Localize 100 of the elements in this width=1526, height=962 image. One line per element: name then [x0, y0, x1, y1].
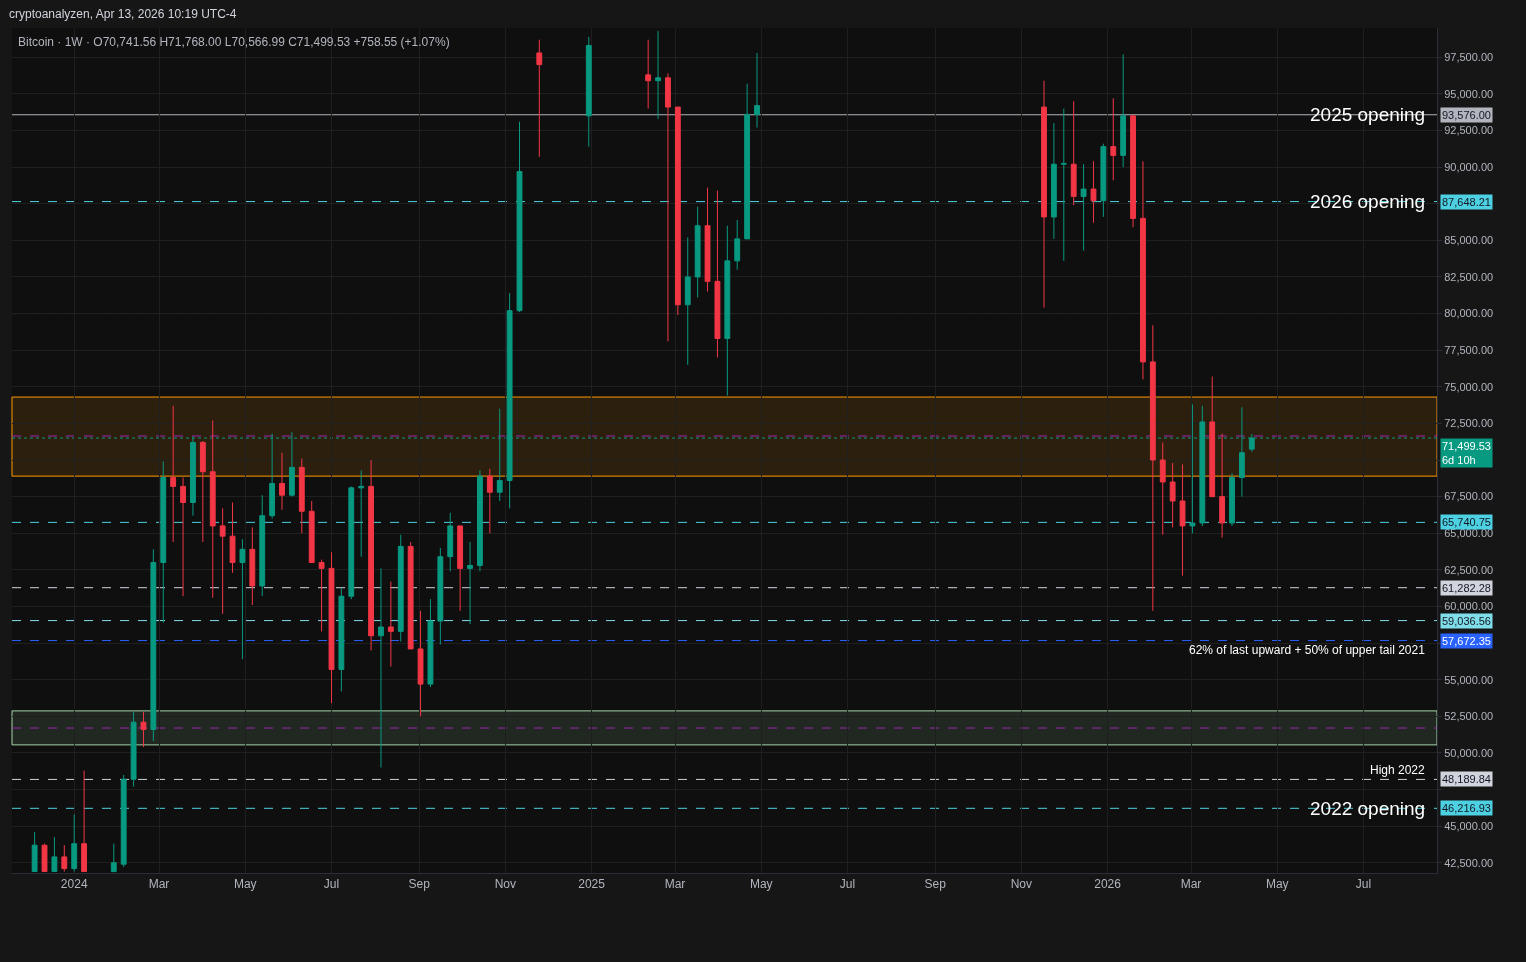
candlestick	[1219, 433, 1226, 539]
y-tick-label: 65,000.00	[1444, 527, 1494, 540]
candlestick	[457, 525, 464, 612]
candlestick	[1110, 97, 1117, 181]
x-tick-label: Sep	[924, 877, 947, 892]
candlestick	[724, 225, 731, 397]
candlestick	[655, 30, 661, 120]
x-tick-label: Mar	[664, 877, 686, 892]
y-tick-label: 50,000.00	[1444, 746, 1494, 759]
candlestick	[1050, 122, 1057, 240]
candlestick	[447, 512, 454, 572]
candlestick	[645, 39, 652, 110]
annotation: High 2022	[1370, 763, 1426, 777]
x-tick-label: Nov	[494, 877, 517, 892]
ref-line-label: 59,036.56	[1442, 615, 1491, 627]
candlestick	[229, 501, 236, 574]
x-tick-label: May	[233, 877, 257, 892]
x-tick-label: Nov	[1010, 877, 1033, 892]
candlestick	[684, 236, 691, 366]
y-tick-label: 97,500.00	[1444, 51, 1494, 64]
candlestick	[51, 836, 58, 873]
text: Bitcoin · 1W · O70,741.56 H71,768.00 L70,566.99 C71,499.53 +758.55 (+1.07%)	[18, 35, 450, 50]
candlestick	[1130, 115, 1136, 228]
candlestick	[1090, 160, 1097, 224]
y-tick-label: 42,500.00	[1444, 856, 1494, 869]
candlestick	[704, 187, 711, 293]
candlestick	[1120, 53, 1127, 168]
ref-line-label: 65,740.75	[1442, 516, 1491, 528]
chart-subtitle: cryptoanalyzen, Apr 13, 2026 10:19 UTC-4	[9, 7, 237, 21]
ref-line-label: 61,282.28	[1442, 582, 1491, 594]
candlestick	[31, 831, 38, 873]
candlestick	[1149, 324, 1156, 612]
candlestick	[407, 541, 414, 650]
candlestick	[417, 610, 424, 717]
y-tick-label: 62,500.00	[1444, 563, 1494, 576]
candlestick	[130, 711, 137, 788]
candlestick	[358, 469, 365, 558]
candlestick	[348, 485, 355, 600]
candlestick	[754, 52, 760, 129]
x-tick-label: 2025	[578, 877, 606, 892]
candlestick	[486, 468, 493, 534]
y-tick-label: 60,000.00	[1444, 600, 1494, 613]
candlestick	[1209, 376, 1216, 498]
candlestick	[734, 219, 741, 271]
annotation: 2022 opening	[1310, 798, 1426, 819]
candlestick	[368, 459, 374, 651]
y-tick-label: 55,000.00	[1444, 673, 1494, 686]
x-tick-label: Sep	[408, 877, 431, 892]
y-tick-label: 45,000.00	[1444, 819, 1494, 832]
y-tick-label: 92,500.00	[1444, 124, 1494, 137]
candlestick	[437, 547, 444, 646]
ref-line-label: 48,189.84	[1442, 773, 1491, 785]
ref-line-label: 57,672.35	[1442, 635, 1491, 647]
candlestick	[1100, 143, 1107, 218]
candlestick	[120, 774, 127, 868]
x-tick-label: Mar	[1180, 877, 1202, 892]
x-tick-label: Jul	[323, 877, 340, 892]
candlestick	[150, 548, 157, 742]
candlestick	[219, 507, 226, 615]
candlestick	[209, 419, 216, 599]
candlestick	[427, 598, 434, 688]
x-tick-label: 2026	[1094, 877, 1122, 892]
candlestick	[180, 477, 186, 597]
candlestick	[328, 551, 335, 704]
candlestick	[140, 711, 147, 748]
candlestick	[744, 83, 751, 240]
candlestick	[199, 440, 206, 543]
candlestick	[1140, 160, 1146, 380]
y-tick-label: 95,000.00	[1444, 87, 1494, 100]
candlestick	[378, 567, 384, 769]
x-tick-label: Jul	[839, 877, 856, 892]
candlestick	[308, 500, 315, 564]
x-tick-label: Jul	[1355, 877, 1372, 892]
y-tick-label: 75,000.00	[1444, 380, 1494, 393]
candlestick	[674, 106, 681, 316]
annotation: 2025 opening	[1310, 104, 1426, 125]
candlestick	[338, 586, 345, 692]
candlestick	[259, 494, 266, 597]
candlestick	[467, 541, 473, 625]
candlestick	[160, 460, 167, 624]
y-tick-label: 82,500.00	[1444, 270, 1494, 283]
candlestick	[1169, 462, 1176, 528]
y-tick-label: 80,000.00	[1444, 307, 1494, 320]
candlestick	[536, 39, 543, 158]
annotation: 2026 opening	[1310, 191, 1426, 212]
x-tick-label: May	[1265, 877, 1289, 892]
candlestick	[585, 36, 592, 148]
ref-line-label: 87,648.21	[1442, 196, 1491, 208]
candlestick	[298, 458, 305, 534]
candlestick	[714, 190, 721, 359]
ref-line-label: 46,216.93	[1442, 802, 1491, 814]
candlestick	[1070, 100, 1077, 206]
candlestick	[1080, 163, 1087, 252]
y-tick-label: 52,500.00	[1444, 710, 1494, 723]
candlestick	[279, 452, 285, 511]
candlestick	[516, 121, 523, 313]
candlestick	[110, 843, 117, 873]
y-tick-label: 90,000.00	[1444, 160, 1494, 173]
candlestick	[665, 72, 671, 342]
candlestick	[387, 581, 394, 668]
